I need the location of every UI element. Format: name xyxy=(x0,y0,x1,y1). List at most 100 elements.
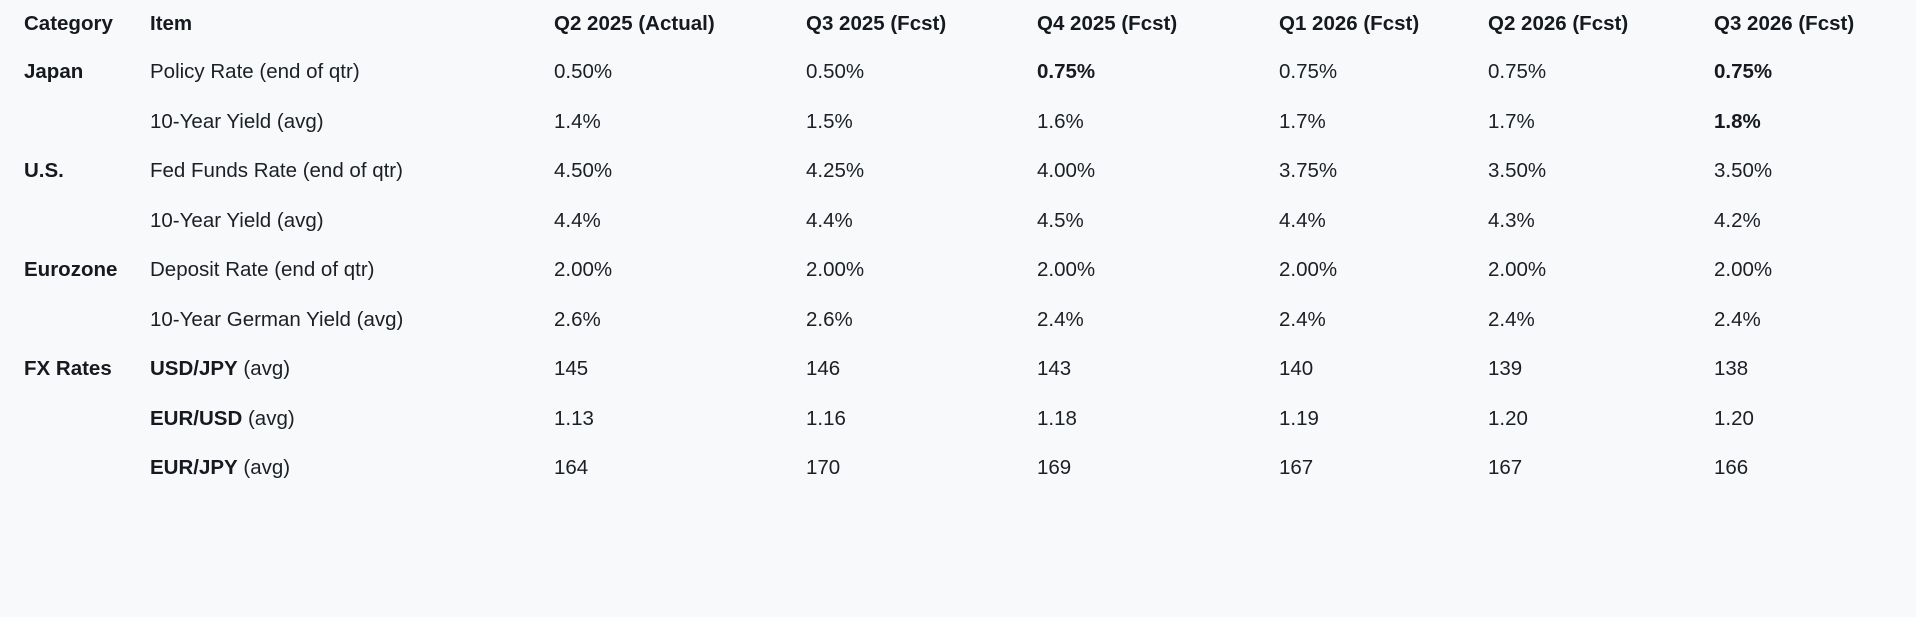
cell-value: 169 xyxy=(1037,456,1072,480)
table-row-us-fed-funds: U.S. Fed Funds Rate (end of qtr) 4.50% 4… xyxy=(24,147,1916,197)
cell-value: 140 xyxy=(1279,357,1314,381)
cell-value: 2.4% xyxy=(1488,307,1535,331)
cell-value: 167 xyxy=(1488,456,1523,480)
cell-value: 2.6% xyxy=(806,307,853,331)
table-row-us-10y-yield: 10-Year Yield (avg) 4.4% 4.4% 4.5% 4.4% … xyxy=(24,197,1916,247)
table-row-eurusd: EUR/USD (avg) 1.13 1.16 1.18 1.19 1.20 1… xyxy=(24,395,1916,445)
cell-value: 1.4% xyxy=(554,109,601,133)
cell-item: 10-Year German Yield (avg) xyxy=(150,296,554,346)
cell-value: 2.00% xyxy=(1037,258,1096,282)
cell-value: 4.4% xyxy=(1279,208,1326,232)
cell-value: 1.7% xyxy=(1488,109,1535,133)
table-row-german-10y-yield: 10-Year German Yield (avg) 2.6% 2.6% 2.4… xyxy=(24,296,1916,346)
table-row-japan-10y-yield: 10-Year Yield (avg) 1.4% 1.5% 1.6% 1.7% … xyxy=(24,98,1916,148)
cell-value: 2.00% xyxy=(1714,258,1773,282)
cell-value: 4.00% xyxy=(1037,159,1096,183)
cell-item: 10-Year Yield (avg) xyxy=(150,197,554,247)
col-header-category: Category xyxy=(24,11,113,35)
cell-value: 0.75% xyxy=(1488,60,1547,84)
cell-value: 0.75% xyxy=(1279,60,1338,84)
cell-value: 1.6% xyxy=(1037,109,1084,133)
item-label: Fed Funds Rate (end of qtr) xyxy=(150,159,403,183)
cell-value: 146 xyxy=(806,357,841,381)
cell-value: 3.50% xyxy=(1488,159,1547,183)
table-row-eurozone-deposit-rate: Eurozone Deposit Rate (end of qtr) 2.00%… xyxy=(24,246,1916,296)
cell-value: 4.2% xyxy=(1714,208,1761,232)
cell-value: 139 xyxy=(1488,357,1523,381)
item-label: Policy Rate (end of qtr) xyxy=(150,60,360,84)
cell-value: 167 xyxy=(1279,456,1314,480)
col-header-q3-2026: Q3 2026 (Fcst) xyxy=(1714,11,1855,35)
cell-value: 1.8% xyxy=(1714,109,1761,133)
cell-category: Eurozone xyxy=(24,258,118,282)
cell-value: 2.4% xyxy=(1279,307,1326,331)
cell-value: 1.20 xyxy=(1488,406,1528,430)
cell-value: 1.19 xyxy=(1279,406,1319,430)
item-label: Deposit Rate (end of qtr) xyxy=(150,258,375,282)
cell-value: 0.75% xyxy=(1714,60,1773,84)
cell-category: FX Rates xyxy=(24,357,112,381)
cell-item: EUR/USD (avg) xyxy=(150,395,554,445)
cell-value: 4.4% xyxy=(806,208,853,232)
cell-value: 143 xyxy=(1037,357,1072,381)
table-row-eurjpy: EUR/JPY (avg) 164 170 169 167 167 166 xyxy=(24,444,1916,494)
cell-value: 170 xyxy=(806,456,841,480)
cell-value: 0.75% xyxy=(1037,60,1096,84)
cell-value: 166 xyxy=(1714,456,1749,480)
cell-category xyxy=(24,395,150,445)
item-label: (avg) xyxy=(237,456,291,480)
item-label-strong: EUR/USD xyxy=(150,406,243,430)
cell-category: U.S. xyxy=(24,159,64,183)
cell-value: 138 xyxy=(1714,357,1749,381)
cell-item: Fed Funds Rate (end of qtr) xyxy=(150,147,554,197)
cell-value: 1.16 xyxy=(806,406,846,430)
col-header-item: Item xyxy=(150,11,193,35)
col-header-q2-2025: Q2 2025 (Actual) xyxy=(554,11,715,35)
cell-value: 2.00% xyxy=(554,258,613,282)
col-header-q4-2025: Q4 2025 (Fcst) xyxy=(1037,11,1178,35)
item-label: 10-Year Yield (avg) xyxy=(150,208,324,232)
col-header-q2-2026: Q2 2026 (Fcst) xyxy=(1488,11,1629,35)
cell-item: EUR/JPY (avg) xyxy=(150,444,554,494)
cell-value: 4.50% xyxy=(554,159,613,183)
cell-value: 4.4% xyxy=(554,208,601,232)
cell-category xyxy=(24,98,150,148)
cell-category xyxy=(24,197,150,247)
rates-forecast-page: Category Item Q2 2025 (Actual) Q3 2025 (… xyxy=(24,0,1916,494)
cell-item: 10-Year Yield (avg) xyxy=(150,98,554,148)
cell-value: 4.3% xyxy=(1488,208,1535,232)
cell-value: 3.50% xyxy=(1714,159,1773,183)
col-header-q1-2026: Q1 2026 (Fcst) xyxy=(1279,11,1420,35)
cell-item: Policy Rate (end of qtr) xyxy=(150,48,554,98)
cell-value: 2.00% xyxy=(1279,258,1338,282)
cell-value: 2.4% xyxy=(1037,307,1084,331)
cell-category: Japan xyxy=(24,60,84,84)
cell-category xyxy=(24,296,150,346)
cell-category xyxy=(24,444,150,494)
cell-value: 0.50% xyxy=(806,60,865,84)
cell-value: 4.25% xyxy=(806,159,865,183)
cell-value: 1.20 xyxy=(1714,406,1754,430)
table-row-japan-policy-rate: Japan Policy Rate (end of qtr) 0.50% 0.5… xyxy=(24,48,1916,98)
cell-value: 1.18 xyxy=(1037,406,1077,430)
cell-value: 0.50% xyxy=(554,60,613,84)
header-row: Category Item Q2 2025 (Actual) Q3 2025 (… xyxy=(24,0,1916,48)
cell-value: 164 xyxy=(554,456,589,480)
cell-value: 3.75% xyxy=(1279,159,1338,183)
cell-value: 2.6% xyxy=(554,307,601,331)
cell-value: 1.5% xyxy=(806,109,853,133)
item-label: (avg) xyxy=(242,406,295,430)
item-label: (avg) xyxy=(237,357,291,381)
cell-value: 2.00% xyxy=(806,258,865,282)
cell-value: 1.13 xyxy=(554,406,594,430)
table-row-usdjpy: FX Rates USD/JPY (avg) 145 146 143 140 1… xyxy=(24,345,1916,395)
cell-item: Deposit Rate (end of qtr) xyxy=(150,246,554,296)
cell-value: 1.7% xyxy=(1279,109,1326,133)
cell-value: 4.5% xyxy=(1037,208,1084,232)
cell-value: 2.4% xyxy=(1714,307,1761,331)
col-header-q3-2025: Q3 2025 (Fcst) xyxy=(806,11,947,35)
item-label-strong: EUR/JPY xyxy=(150,456,238,480)
item-label: 10-Year Yield (avg) xyxy=(150,109,324,133)
cell-value: 145 xyxy=(554,357,589,381)
item-label-strong: USD/JPY xyxy=(150,357,238,381)
